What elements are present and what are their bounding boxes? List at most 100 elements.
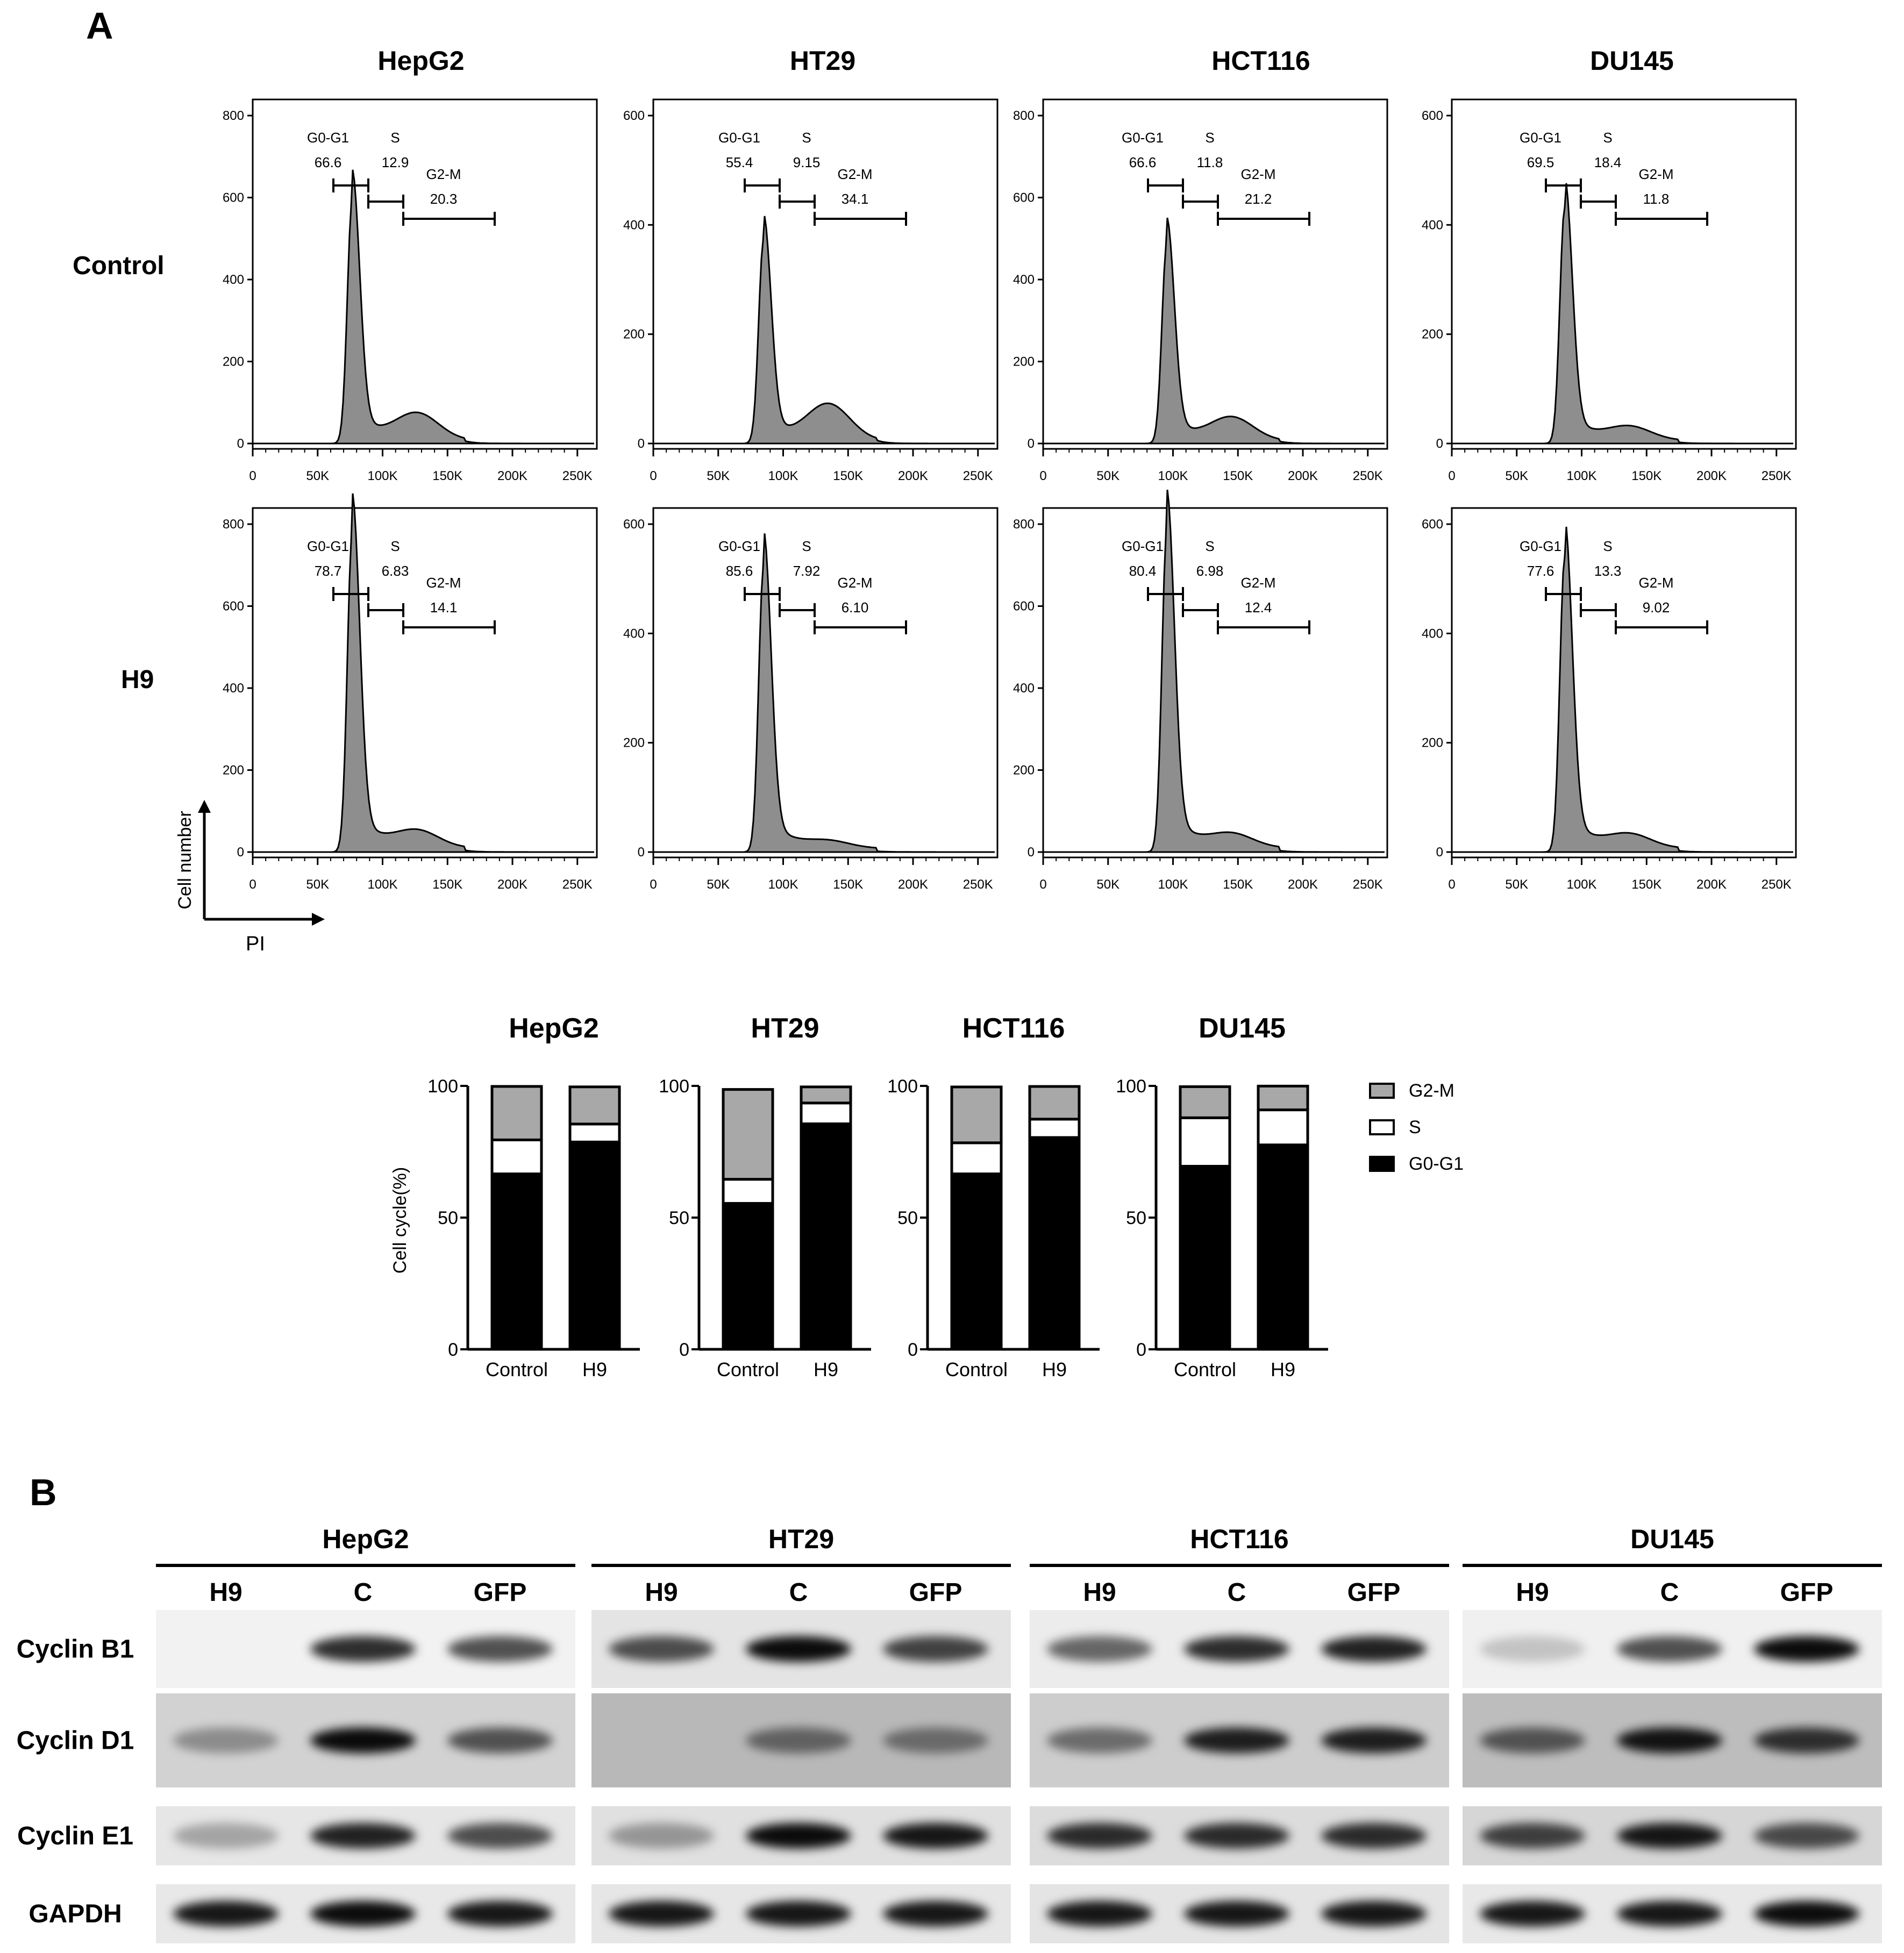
gate-label: S [802, 130, 811, 146]
blot-band [1321, 1727, 1427, 1754]
gate-value: 34.1 [842, 191, 869, 207]
gate-label: G0-G1 [307, 130, 349, 146]
y-arrow-head [198, 800, 211, 813]
gate-label: G2-M [1639, 575, 1674, 591]
gate-label: G2-M [838, 166, 873, 182]
lane-label: GFP [1780, 1578, 1834, 1607]
histogram-HCT116-control: 0 200 400 600 800 0 50K 100K 150K 200K 250K G0-G1 66… [1013, 98, 1388, 483]
blot-band [746, 1823, 851, 1849]
gate-label: S [390, 538, 400, 554]
y-tick-label: 0 [908, 1340, 918, 1360]
blot-band [1321, 1901, 1427, 1927]
x-tick-label: 200K [898, 877, 928, 892]
x-tick-label: 50K [1096, 469, 1119, 483]
y-tick-label: 50 [438, 1208, 458, 1228]
blot-band [310, 1823, 416, 1849]
blot-band [1184, 1901, 1289, 1927]
histogram-curve [253, 169, 594, 445]
gate-value: 66.6 [315, 154, 342, 170]
gate-label: G2-M [838, 575, 873, 591]
y-tick-label: 200 [223, 763, 244, 778]
blot-band [1047, 1636, 1152, 1662]
y-tick-label: 50 [669, 1208, 689, 1228]
bar-segment-s [1179, 1116, 1231, 1168]
bar-segment-g2-m [722, 1088, 774, 1181]
x-tick-label: 0 [249, 877, 256, 892]
bar-chart-HepG2: HepG2 0 50 100 Control H9 [427, 1013, 640, 1380]
y-tick-label: 100 [427, 1076, 458, 1097]
x-tick-label: 50K [1096, 877, 1119, 892]
legend-label: G0-G1 [1409, 1154, 1464, 1174]
y-tick-label: 0 [1436, 437, 1443, 451]
blot-band [609, 1901, 714, 1927]
blot-band [609, 1636, 714, 1662]
x-tick-label: 100K [1566, 469, 1596, 483]
y-tick-label: 600 [1013, 191, 1035, 205]
gate-label: S [1205, 130, 1214, 146]
western-cell-line-title: HCT116 [1190, 1524, 1288, 1554]
x-tick-label: H9 [1271, 1358, 1295, 1380]
y-tick-label: 0 [237, 437, 244, 451]
x-arrow-head [312, 913, 325, 926]
lane-label: C [1660, 1578, 1679, 1607]
protein-label: Cyclin E1 [17, 1822, 133, 1850]
x-tick-label: 50K [306, 469, 329, 483]
lane-label: C [354, 1578, 373, 1607]
blot-band [1480, 1823, 1585, 1849]
x-tick-label: 200K [1288, 877, 1318, 892]
y-tick-label: 0 [448, 1340, 458, 1360]
gate-label: G0-G1 [307, 538, 349, 554]
x-tick-label: Control [1174, 1358, 1236, 1380]
blot-band [746, 1901, 851, 1927]
gate-value: 13.3 [1594, 563, 1622, 579]
x-tick-label: 150K [833, 877, 863, 892]
bar-segment-s [950, 1141, 1003, 1176]
y-tick-label: 600 [623, 517, 645, 532]
x-tick-label: 50K [1505, 877, 1528, 892]
y-tick-label: 800 [1013, 517, 1035, 532]
bar-chart-DU145: DU145 0 50 100 Control H9 [1116, 1013, 1328, 1380]
x-tick-label: 0 [1039, 877, 1046, 892]
bar-segment-s [1028, 1118, 1081, 1139]
x-tick-label: 50K [1505, 469, 1528, 483]
bar-segment-g0-g1 [1257, 1143, 1309, 1351]
histogram-HT29-control: 0 200 400 600 0 50K 100K 150K 200K 250K G0-G1 55.4 S… [623, 98, 999, 483]
histogram-curve [653, 216, 995, 445]
gate-label: G0-G1 [1122, 130, 1164, 146]
gate-label: G0-G1 [718, 538, 760, 554]
gate-label: G2-M [426, 575, 461, 591]
histogram-curve [1452, 526, 1793, 853]
y-tick-label: 600 [1013, 599, 1035, 614]
x-tick-label: 150K [1223, 469, 1253, 483]
gate-value: 12.4 [1245, 599, 1272, 616]
western-HepG2: HepG2 H9 C GFP [156, 1524, 575, 1943]
blot-band [1047, 1823, 1152, 1849]
bar-segment-g0-g1 [490, 1172, 543, 1351]
blot-band [1617, 1901, 1722, 1927]
legend-label: G2-M [1409, 1081, 1454, 1101]
gate-value: 55.4 [726, 154, 753, 170]
cell-line-title: DU145 [1590, 46, 1674, 76]
gate-value: 66.6 [1129, 154, 1157, 170]
chart-ylabel: Cell cycle(%) [390, 1167, 410, 1274]
x-tick-label: 200K [497, 877, 527, 892]
plot-frame [1451, 507, 1797, 859]
x-tick-label: 200K [497, 469, 527, 483]
chart-title: HCT116 [962, 1013, 1065, 1044]
blot-band [310, 1636, 416, 1662]
legend-label: S [1409, 1117, 1421, 1138]
blot-band [883, 1727, 988, 1754]
x-tick-label: 200K [1696, 469, 1727, 483]
histogram-HepG2-h9: 0 200 400 600 800 0 50K 100K 150K 200K 250K G0-G1 78… [223, 493, 598, 892]
gate-value: 6.98 [1196, 563, 1224, 579]
y-tick-label: 0 [1028, 437, 1035, 451]
gate-label: S [1603, 130, 1612, 146]
blot-band [1617, 1636, 1722, 1662]
plot-frame [252, 98, 598, 450]
gate-value: 11.8 [1643, 191, 1670, 207]
gate-value: 11.8 [1197, 154, 1223, 170]
y-tick-label: 200 [623, 736, 645, 750]
y-tick-label: 0 [1136, 1340, 1146, 1360]
chart-title: DU145 [1199, 1013, 1286, 1044]
